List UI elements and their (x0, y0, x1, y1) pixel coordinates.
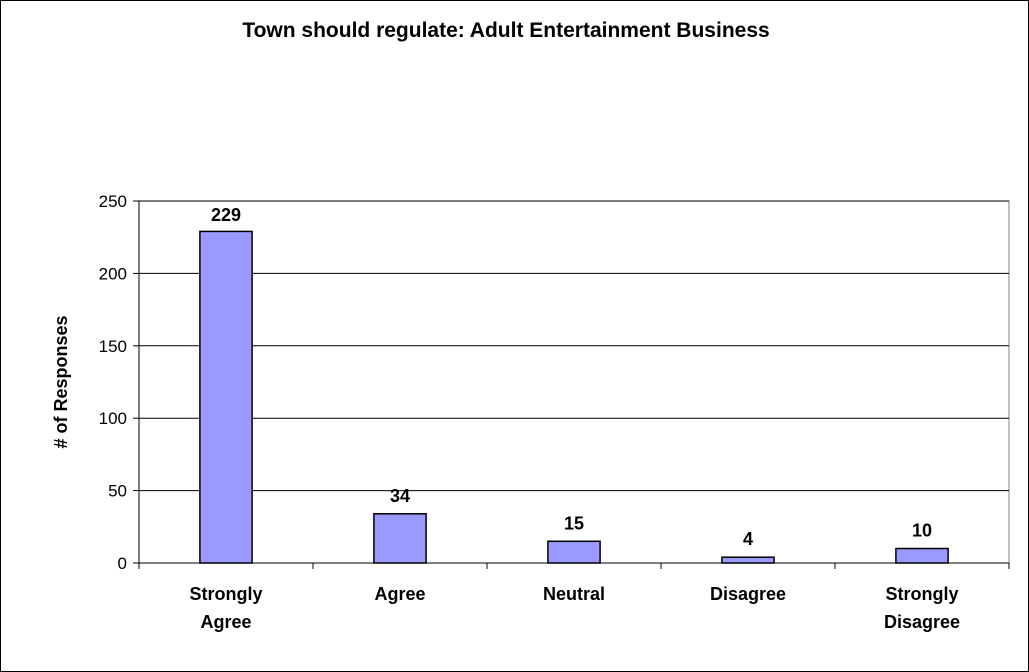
category-label-0-0: Strongly (189, 584, 262, 604)
bar-1 (373, 513, 427, 564)
chart-title: Town should regulate: Adult Entertainmen… (242, 19, 769, 42)
labels: 0 50 100 150 200 250 229 Strongly Agree 34 Agree 15… (99, 192, 960, 632)
data-label-1: 34 (390, 486, 410, 506)
y-axis-label: # of Responses (51, 315, 71, 448)
y-tick-label-250: 250 (99, 192, 127, 211)
category-label-0-1: Agree (200, 612, 251, 632)
category-label-2-0: Neutral (543, 584, 605, 604)
category-label-3-0: Disagree (710, 584, 786, 604)
bar-4 (895, 547, 949, 564)
category-label-4-1: Disagree (884, 612, 960, 632)
bar-0 (199, 230, 253, 564)
data-label-3: 4 (743, 529, 753, 549)
gridlines (139, 200, 1009, 492)
y-tick-label-150: 150 (99, 337, 127, 356)
category-label-4-0: Strongly (885, 584, 958, 604)
y-tick-label-200: 200 (99, 264, 127, 283)
plot-area (138, 200, 1010, 564)
bar-3 (721, 556, 775, 564)
y-tick-label-50: 50 (108, 482, 127, 501)
y-tick-label-0: 0 (118, 554, 127, 573)
y-tick-label-100: 100 (99, 409, 127, 428)
bars (199, 230, 949, 564)
category-label-1-0: Agree (374, 584, 425, 604)
axes (133, 200, 1010, 569)
bar-2 (547, 540, 601, 564)
data-label-2: 15 (564, 513, 584, 533)
data-label-4: 10 (912, 521, 932, 541)
data-label-0: 229 (211, 205, 241, 225)
